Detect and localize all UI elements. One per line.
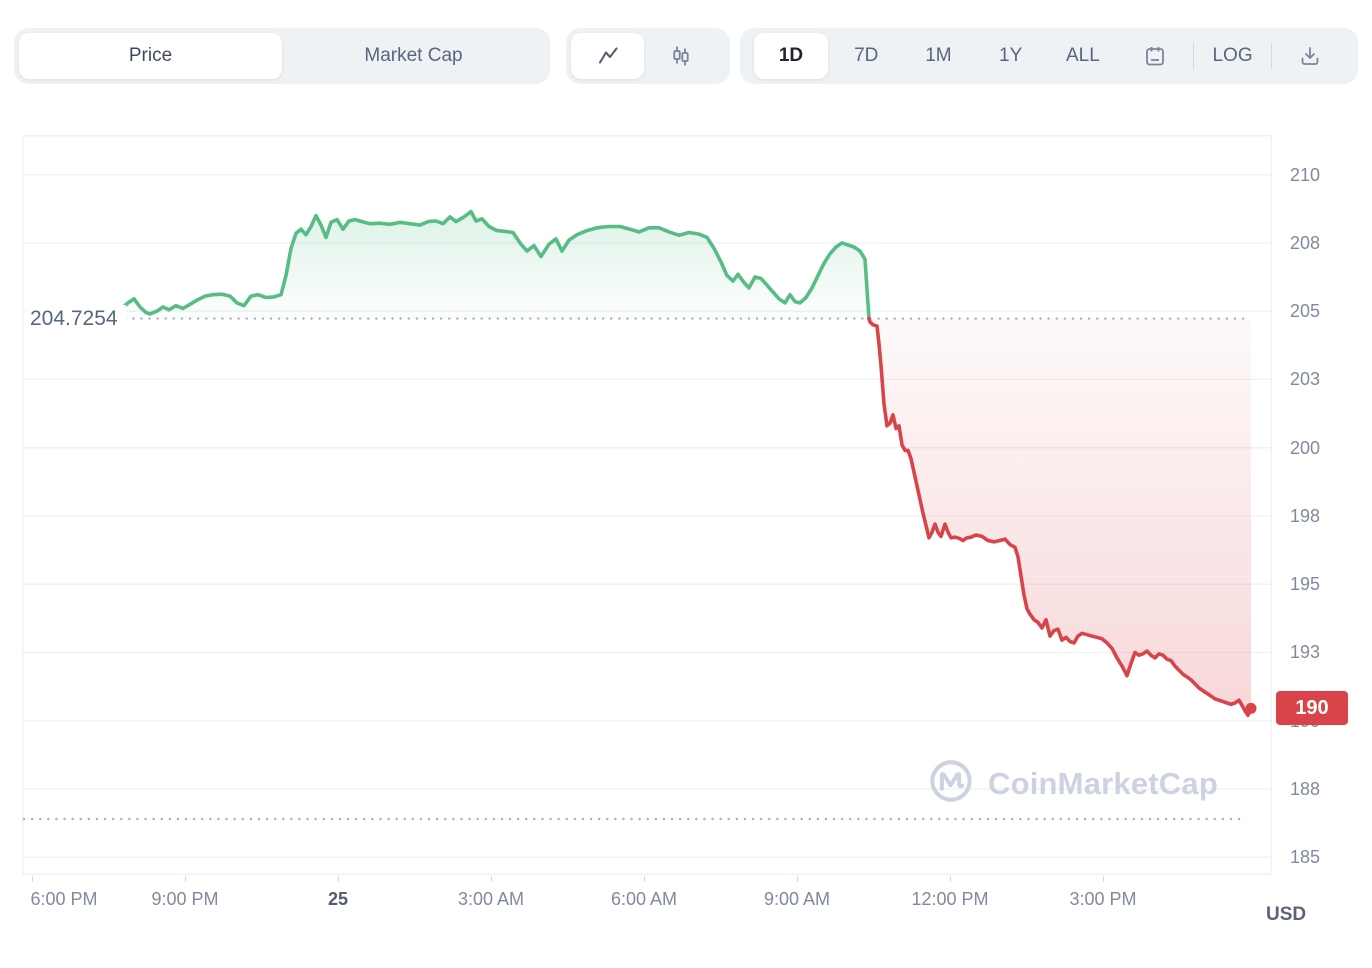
tab-price-label: Price <box>128 45 173 66</box>
toolbar-divider <box>1270 43 1272 69</box>
y-axis-tick-label: 208 <box>1290 232 1321 253</box>
y-axis-labels: 210208205203200198195193190188185 <box>1290 135 1370 875</box>
x-axis-tick-label: 25 <box>327 889 349 909</box>
price-area-up <box>30 211 869 319</box>
price-area-down <box>869 318 1251 716</box>
x-axis-tick-label: 9:00 AM <box>763 889 831 909</box>
range-button-1m[interactable]: 1M <box>904 33 972 79</box>
metric-toggle: Price Market Cap <box>14 28 550 84</box>
range-button-1y[interactable]: 1Y <box>977 33 1045 79</box>
range-toolbar: 1D 7D 1M 1Y ALL LOG <box>740 28 1358 84</box>
y-axis-tick-label: 198 <box>1290 505 1321 526</box>
download-chart-button[interactable] <box>1276 33 1344 79</box>
y-axis-tick-label: 203 <box>1290 369 1321 390</box>
x-axis-tick-mark <box>1103 876 1104 882</box>
log-label: LOG <box>1212 45 1253 66</box>
tab-price[interactable]: Price <box>19 33 282 79</box>
price-line-down <box>867 316 1253 718</box>
price-chart-svg <box>22 135 1272 875</box>
x-axis-tick-label: 3:00 AM <box>457 889 525 909</box>
currency-unit-label: USD <box>1266 904 1307 925</box>
line-chart-icon <box>596 44 620 68</box>
x-axis-tick-label: 3:00 PM <box>1069 889 1137 909</box>
range-button-all[interactable]: ALL <box>1049 33 1117 79</box>
y-axis-tick-label: 193 <box>1290 642 1321 663</box>
log-scale-button[interactable]: LOG <box>1199 33 1267 79</box>
candlestick-chart-type-button[interactable] <box>644 33 717 79</box>
y-axis-tick-label: 188 <box>1290 778 1321 799</box>
calendar-icon <box>1143 44 1167 68</box>
x-axis-tick-mark <box>32 876 33 882</box>
y-axis-tick-label: 205 <box>1290 301 1321 322</box>
range-1m-label: 1M <box>925 45 952 66</box>
baseline-price-label: 204.7254 <box>26 305 126 335</box>
price-chart-plot[interactable] <box>22 135 1272 875</box>
range-1y-label: 1Y <box>999 45 1023 66</box>
y-axis-tick-label: 195 <box>1290 574 1321 595</box>
chart-type-toggle <box>566 28 730 84</box>
x-axis-tick-mark <box>797 876 798 882</box>
y-axis-tick-label: 200 <box>1290 437 1321 458</box>
date-range-button[interactable] <box>1121 33 1189 79</box>
line-chart-type-button[interactable] <box>571 33 644 79</box>
y-axis-tick-label: 210 <box>1290 164 1321 185</box>
candlestick-icon <box>669 44 693 68</box>
x-axis-tick-label: 6:00 PM <box>30 889 98 909</box>
x-axis-tick-label: 9:00 PM <box>151 889 219 909</box>
range-button-1d[interactable]: 1D <box>754 33 828 79</box>
tab-market-cap[interactable]: Market Cap <box>282 33 545 79</box>
last-price-dot <box>1245 702 1257 714</box>
x-axis-tick-mark <box>950 876 951 882</box>
toolbar-divider <box>1193 43 1195 69</box>
plot-border <box>22 135 1272 875</box>
y-axis-tick-label: 185 <box>1290 847 1321 868</box>
range-button-7d[interactable]: 7D <box>832 33 900 79</box>
x-axis-tick-label: 6:00 AM <box>610 889 678 909</box>
current-price-badge: 190 <box>1276 691 1348 726</box>
range-all-label: ALL <box>1065 45 1100 66</box>
x-axis-tick-label: 12:00 PM <box>911 889 989 909</box>
x-axis-tick-mark <box>185 876 186 882</box>
download-icon <box>1298 44 1322 68</box>
x-axis-tick-mark <box>491 876 492 882</box>
range-1d-label: 1D <box>778 45 804 66</box>
x-axis-tick-mark <box>338 876 339 882</box>
range-7d-label: 7D <box>854 45 879 66</box>
x-axis-labels: 6:00 PM 9:00 PM 25 3:00 AM 6:00 AM 9:00 AM 12:… <box>22 876 1272 926</box>
tab-market-cap-label: Market Cap <box>364 45 463 66</box>
x-axis-tick-mark <box>644 876 645 882</box>
price-line-up <box>28 209 871 321</box>
